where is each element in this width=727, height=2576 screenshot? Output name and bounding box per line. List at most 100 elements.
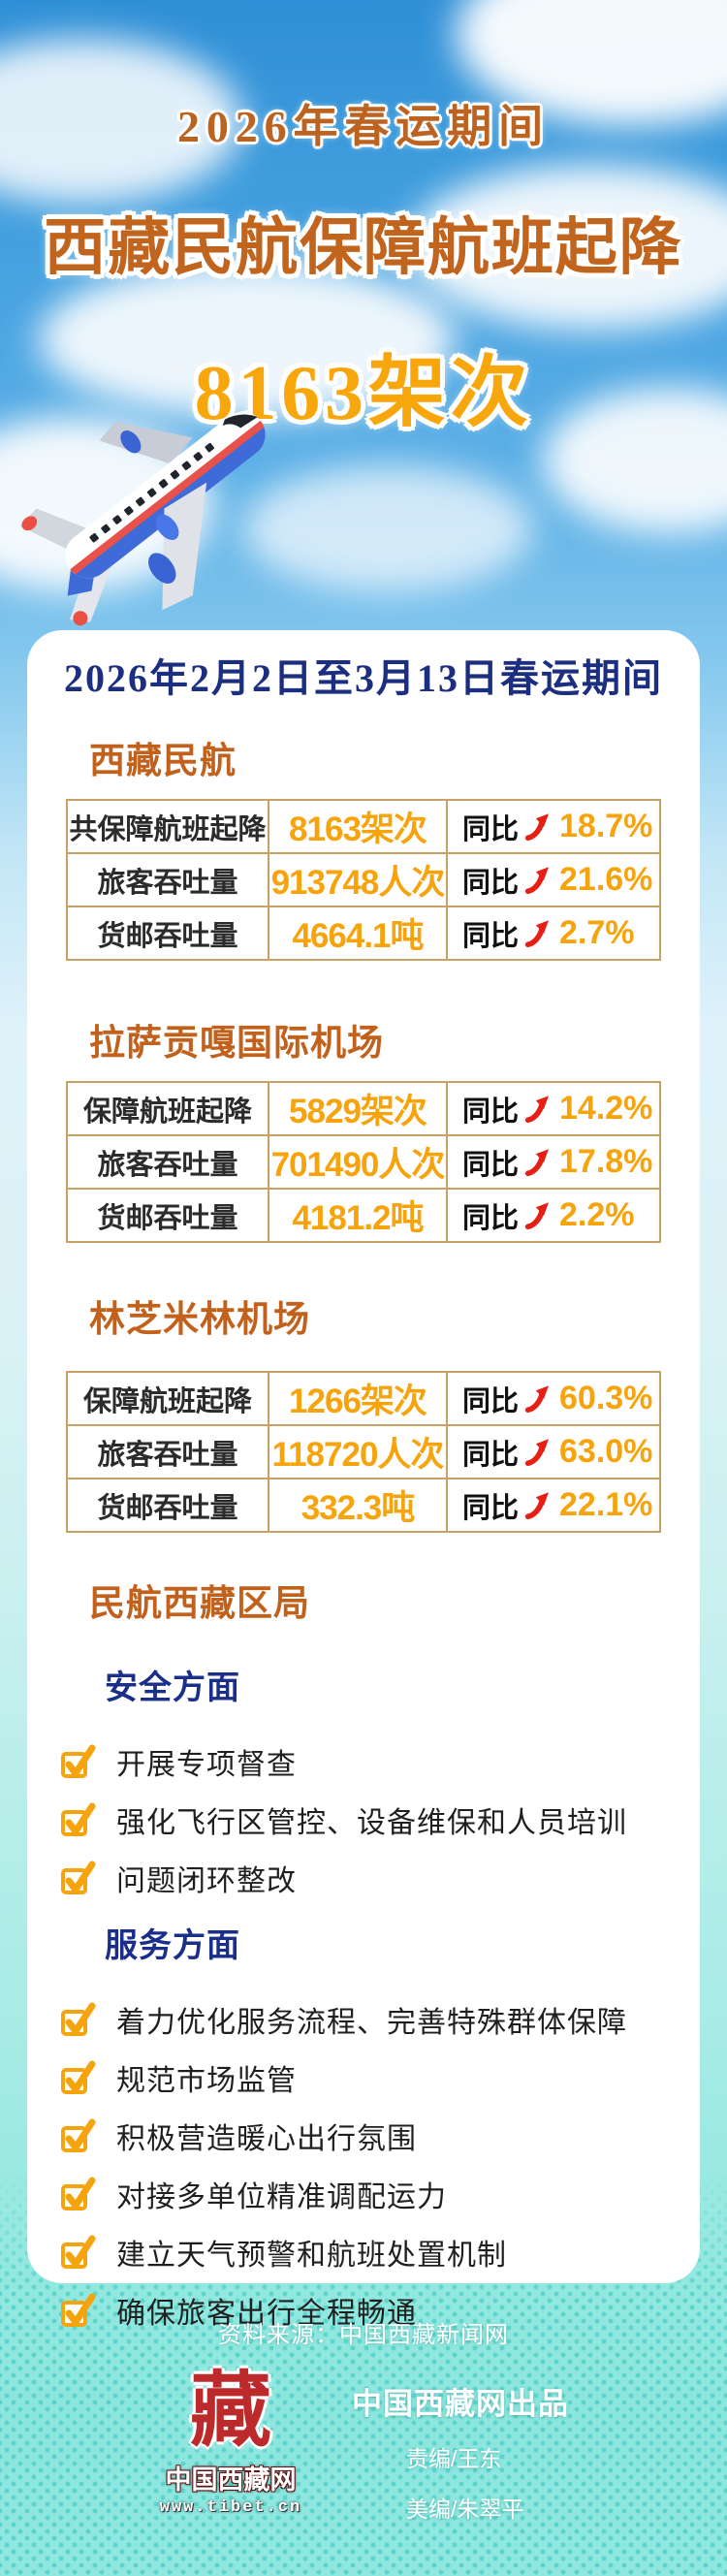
banner-line2: 西藏民航保障航班起降 <box>44 212 683 282</box>
yoy-label: 同比 <box>461 1202 519 1234</box>
check-list-item: 建立天气预警和航班处置机制 <box>60 2233 700 2272</box>
check-item-text: 确保旅客出行全程畅通 <box>116 2298 417 2330</box>
check-list-item: 开展专项督查 <box>60 1742 700 1781</box>
checkbox-checked-icon <box>61 2118 96 2152</box>
yoy-up-arrow-icon <box>524 812 549 841</box>
metric-value: 1266架次 <box>268 1371 448 1426</box>
table-row: 旅客吞吐量 701490人次 同比 17.8% <box>66 1134 662 1190</box>
checkbox-checked-icon <box>61 2177 96 2210</box>
metric-label: 保障航班起降 <box>66 1081 269 1136</box>
editor-credit: 责编/王东 <box>406 2446 502 2471</box>
metric-value: 8163架次 <box>268 799 448 854</box>
table-row: 共保障航班起降 8163架次 同比 18.7% <box>66 799 662 854</box>
yoy-percent: 22.1% <box>559 1486 653 1523</box>
table-row: 保障航班起降 5829架次 同比 14.2% <box>66 1081 662 1136</box>
yoy-label: 同比 <box>461 867 519 899</box>
metric-label: 旅客吞吐量 <box>66 1134 269 1190</box>
yoy-label: 同比 <box>461 1096 519 1128</box>
tibet-cn-logo-glyph: 藏 <box>189 2367 271 2457</box>
table-row: 货邮吞吐量 4181.2吨 同比 2.2% <box>66 1188 662 1243</box>
metric-value: 4181.2吨 <box>268 1188 448 1243</box>
check-list-item: 确保旅客出行全程畅通 <box>60 2291 700 2330</box>
metric-value: 5829架次 <box>268 1081 448 1136</box>
metric-value: 701490人次 <box>268 1134 448 1190</box>
metric-label: 货邮吞吐量 <box>66 906 269 961</box>
yoy-up-arrow-icon <box>524 866 549 894</box>
yoy-percent: 21.6% <box>559 861 653 898</box>
checkbox-checked-icon <box>61 2060 96 2094</box>
yoy-percent: 14.2% <box>559 1090 653 1127</box>
section-heading-tibet-civil-aviation: 西藏民航 <box>89 741 237 780</box>
check-list-item: 积极营造暖心出行氛围 <box>60 2116 700 2155</box>
designer-credit: 美编/朱翠平 <box>406 2496 524 2522</box>
metric-label: 保障航班起降 <box>66 1371 269 1426</box>
produced-by: 中国西藏网出品 <box>352 2387 569 2421</box>
yoy-label: 同比 <box>461 1492 519 1524</box>
section-heading-tibet-regional-administration: 民航西藏区局 <box>89 1583 310 1623</box>
checkbox-checked-icon <box>61 1802 96 1836</box>
data-card: 2026年2月2日至3月13日春运期间 西藏民航 共保障航班起降 8163架次 … <box>27 630 700 2330</box>
yoy-percent: 63.0% <box>559 1433 653 1470</box>
yoy-percent: 18.7% <box>559 808 653 844</box>
check-item-text: 建立天气预警和航班处置机制 <box>116 2240 507 2272</box>
checkbox-checked-icon <box>61 2293 96 2327</box>
check-item-text: 着力优化服务流程、完善特殊群体保障 <box>116 2007 627 2039</box>
yoy-label: 同比 <box>461 920 519 952</box>
table-row: 保障航班起降 1266架次 同比 60.3% <box>66 1371 662 1426</box>
table-row: 货邮吞吐量 4664.1吨 同比 2.7% <box>66 906 662 961</box>
yoy-up-arrow-icon <box>524 1438 549 1466</box>
yoy-label: 同比 <box>461 1439 519 1471</box>
stats-table: 保障航班起降 5829架次 同比 14.2% 旅客吞吐量 701490人次 同比… <box>66 1081 662 1243</box>
section-heading-lhasa-gonggar-airport: 拉萨贡嘎国际机场 <box>89 1023 384 1063</box>
group-title-safety: 安全方面 <box>105 1670 240 1706</box>
check-item-text: 开展专项督查 <box>116 1749 297 1781</box>
credits: 中国西藏网出品 责编/王东 美编/朱翠平 <box>352 2371 569 2524</box>
stats-table: 保障航班起降 1266架次 同比 60.3% 旅客吞吐量 118720人次 同比… <box>66 1371 662 1533</box>
metric-value: 4664.1吨 <box>268 906 448 961</box>
group-title-service: 服务方面 <box>105 1927 240 1964</box>
cloud-shape <box>39 262 456 417</box>
yoy-up-arrow-icon <box>524 1384 549 1413</box>
checkbox-checked-icon <box>61 1860 96 1894</box>
metric-value: 118720人次 <box>268 1424 448 1479</box>
tibet-cn-logo: 藏 中国西藏网 www.tibet.cn <box>158 2367 303 2518</box>
metric-label: 共保障航班起降 <box>66 799 269 854</box>
yoy-up-arrow-icon <box>524 1201 549 1229</box>
yoy-up-arrow-icon <box>524 1491 549 1519</box>
check-list-item: 对接多单位精准调配运力 <box>60 2175 700 2213</box>
table-row: 旅客吞吐量 913748人次 同比 21.6% <box>66 852 662 907</box>
cloud-shape <box>242 465 533 591</box>
yoy-percent: 2.7% <box>559 914 635 951</box>
check-list-item: 问题闭环整改 <box>60 1859 700 1897</box>
check-item-text: 强化飞行区管控、设备维保和人员培训 <box>116 1807 627 1839</box>
yoy-percent: 17.8% <box>559 1143 653 1180</box>
section-heading-nyingchi-mainling-airport: 林芝米林机场 <box>89 1299 310 1339</box>
yoy-label: 同比 <box>461 1149 519 1181</box>
yoy-up-arrow-icon <box>524 919 549 947</box>
checkbox-checked-icon <box>61 2235 96 2269</box>
metric-label: 旅客吞吐量 <box>66 1424 269 1479</box>
banner-line1: 2026年春运期间 <box>176 102 551 151</box>
check-item-text: 积极营造暖心出行氛围 <box>116 2123 417 2155</box>
stats-table: 共保障航班起降 8163架次 同比 18.7% 旅客吞吐量 913748人次 同… <box>66 799 662 961</box>
metric-value: 332.3吨 <box>268 1478 448 1533</box>
metric-label: 货邮吞吐量 <box>66 1188 269 1243</box>
metric-value: 913748人次 <box>268 852 448 907</box>
yoy-up-arrow-icon <box>524 1095 549 1123</box>
yoy-up-arrow-icon <box>524 1148 549 1176</box>
tibet-cn-logo-name: 中国西藏网 <box>165 2465 297 2495</box>
yoy-percent: 60.3% <box>559 1380 653 1416</box>
metric-label: 旅客吞吐量 <box>66 852 269 907</box>
check-item-text: 规范市场监管 <box>116 2065 297 2097</box>
cloud-shape <box>407 165 727 330</box>
checkbox-checked-icon <box>61 1744 96 1778</box>
metric-label: 货邮吞吐量 <box>66 1478 269 1533</box>
check-item-text: 对接多单位精准调配运力 <box>116 2181 447 2213</box>
yoy-label: 同比 <box>461 813 519 845</box>
tibet-cn-logo-url: www.tibet.cn <box>159 2498 302 2517</box>
check-list-item: 强化飞行区管控、设备维保和人员培训 <box>60 1800 700 1839</box>
period-title: 2026年2月2日至3月13日春运期间 <box>64 656 663 700</box>
yoy-percent: 2.2% <box>559 1196 635 1233</box>
table-row: 旅客吞吐量 118720人次 同比 63.0% <box>66 1424 662 1479</box>
